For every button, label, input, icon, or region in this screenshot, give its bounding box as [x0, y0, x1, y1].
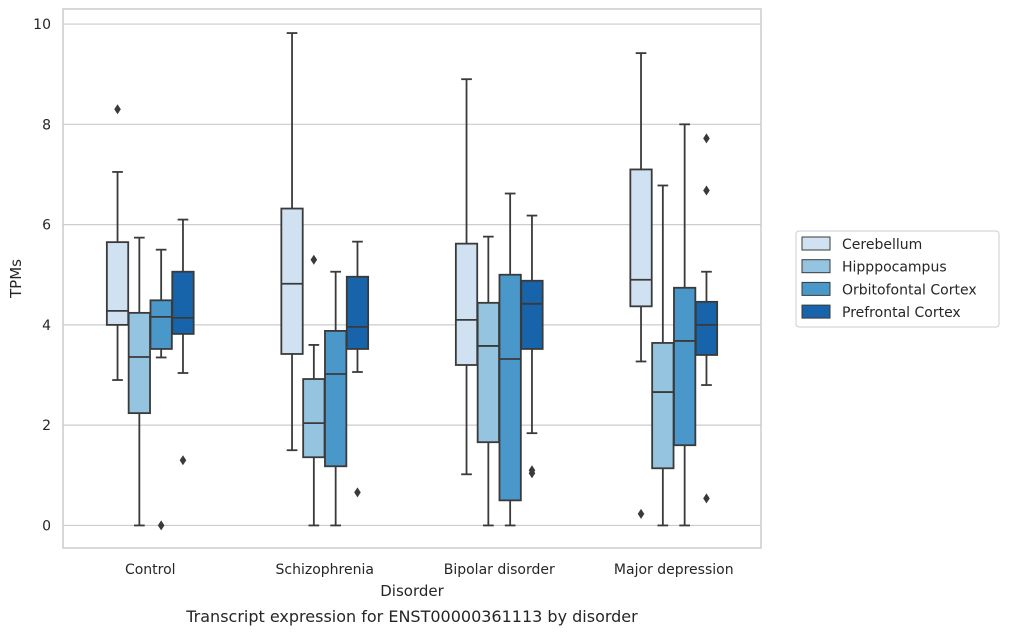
- y-tick-label: 8: [42, 117, 51, 133]
- legend-frame: [795, 230, 1000, 328]
- box-hipppocampus-major-depression: [651, 184, 675, 527]
- outlier-point: [157, 520, 165, 531]
- x-tick-label: Major depression: [614, 562, 734, 578]
- y-tick-labels: 0 2 4 6 8 10: [33, 17, 51, 534]
- outlier-point: [703, 185, 710, 196]
- box-orbitofontal-cortex-control: [149, 248, 173, 531]
- outlier-point: [528, 465, 536, 476]
- y-tick-label: 10: [33, 17, 51, 33]
- box-cerebellum-bipolar-disorder: [454, 78, 479, 476]
- iqr-box: [454, 242, 479, 366]
- x-axis-title: Disorder: [380, 582, 444, 600]
- box-cerebellum-major-depression: [629, 52, 653, 519]
- legend-swatch: [801, 236, 831, 251]
- box-orbitofontal-cortex-major-depression: [673, 123, 697, 527]
- box-hipppocampus-schizophrenia: [302, 254, 326, 527]
- box-prefrontal-cortex-schizophrenia: [345, 240, 370, 498]
- y-tick-label: 0: [42, 518, 51, 534]
- iqr-box: [629, 168, 653, 308]
- y-tick-label: 6: [42, 218, 51, 234]
- legend-label: Hipppocampus: [842, 260, 947, 276]
- x-tick-label: Control: [125, 562, 176, 578]
- box-hipppocampus-control: [127, 236, 151, 527]
- iqr-box: [324, 329, 348, 468]
- iqr-box: [673, 286, 697, 447]
- box-orbitofontal-cortex-bipolar-disorder: [498, 192, 522, 527]
- iqr-box: [171, 270, 195, 335]
- chart-caption: Transcript expression for ENST0000036111…: [185, 607, 638, 626]
- outlier-point: [310, 254, 318, 265]
- box-prefrontal-cortex-control: [171, 218, 195, 466]
- iqr-box: [302, 378, 326, 459]
- box-orbitofontal-cortex-schizophrenia: [324, 270, 348, 527]
- y-axis-title: TPMs: [7, 259, 25, 299]
- outlier-point: [179, 455, 187, 466]
- iqr-box: [476, 301, 500, 444]
- iqr-box: [149, 299, 173, 350]
- outlier-point: [637, 508, 645, 519]
- box-cerebellum-schizophrenia: [280, 32, 304, 452]
- x-tick-label: Bipolar disorder: [444, 562, 555, 578]
- outlier-point: [703, 133, 710, 144]
- legend-label: Prefrontal Cortex: [842, 305, 961, 321]
- y-tick-label: 2: [42, 418, 51, 434]
- boxes: [105, 32, 719, 531]
- legend-label: Orbitofontal Cortex: [842, 282, 977, 298]
- y-tick-label: 4: [42, 318, 51, 334]
- iqr-box: [127, 311, 151, 415]
- outlier-point: [114, 104, 121, 115]
- legend-swatch: [801, 259, 831, 274]
- iqr-box: [694, 300, 719, 356]
- iqr-box: [345, 275, 370, 350]
- legend-swatch: [801, 281, 831, 296]
- iqr-box: [498, 273, 522, 502]
- plot-frame: [62, 8, 762, 549]
- x-tick-label: Schizophrenia: [276, 562, 374, 578]
- box-prefrontal-cortex-bipolar-disorder: [520, 214, 544, 479]
- iqr-box: [651, 342, 675, 470]
- box-hipppocampus-bipolar-disorder: [476, 235, 500, 527]
- outlier-point: [354, 487, 361, 498]
- iqr-box: [520, 279, 544, 350]
- legend: Cerebellum Hipppocampus Orbitofontal Corte…: [795, 230, 1000, 328]
- iqr-box: [280, 207, 304, 355]
- box-cerebellum-control: [105, 104, 130, 381]
- outlier-point: [703, 493, 710, 504]
- x-tick-labels: Control Schizophrenia Bipolar disorder Majo…: [125, 562, 734, 578]
- legend-label: Cerebellum: [842, 237, 922, 253]
- box-prefrontal-cortex-major-depression: [694, 133, 719, 504]
- legend-swatch: [801, 304, 831, 319]
- iqr-box: [105, 241, 130, 326]
